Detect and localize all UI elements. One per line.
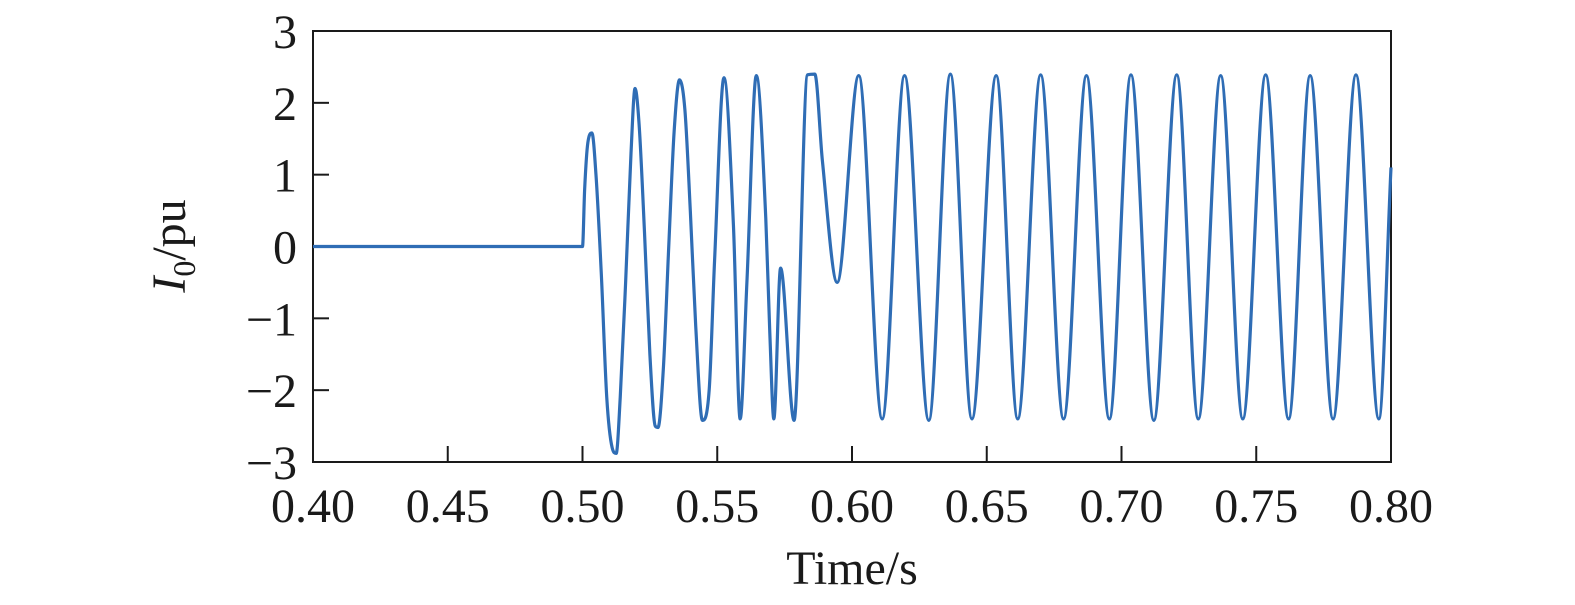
x-axis-label: Time/s <box>786 542 918 595</box>
y-tick-label: 0 <box>273 222 297 275</box>
x-tick-label: 0.55 <box>675 480 759 533</box>
y-axis-label-unit: /pu <box>143 199 196 260</box>
y-tick-label: 1 <box>273 150 297 203</box>
x-tick-label: 0.60 <box>810 480 894 533</box>
x-tick-label: 0.75 <box>1214 480 1298 533</box>
x-tick-label: 0.65 <box>945 480 1029 533</box>
y-axis-label: I0/pu <box>143 199 202 293</box>
x-tick-label: 0.45 <box>406 480 490 533</box>
y-axis-label-symbol: I <box>143 275 196 294</box>
x-tick-label: 0.80 <box>1349 480 1433 533</box>
x-tick-labels: 0.40 0.45 0.50 0.55 0.60 0.65 0.70 0.75 0.80 <box>271 480 1433 533</box>
series-line <box>312 72 1393 455</box>
y-axis-label-subscript: 0 <box>166 261 202 277</box>
y-tick-label: −2 <box>246 365 297 418</box>
x-tick-label: 0.70 <box>1080 480 1164 533</box>
x-tick-label: 0.40 <box>271 480 355 533</box>
y-tick-label: −1 <box>246 293 297 346</box>
x-tick-label: 0.50 <box>541 480 625 533</box>
y-tick-label: 2 <box>273 78 297 131</box>
y-tick-labels: 3 2 1 0 −1 −2 −3 <box>246 6 297 490</box>
x-ticks <box>446 446 1258 462</box>
y-tick-label: 3 <box>273 6 297 59</box>
y-tick-label: −3 <box>246 437 297 490</box>
